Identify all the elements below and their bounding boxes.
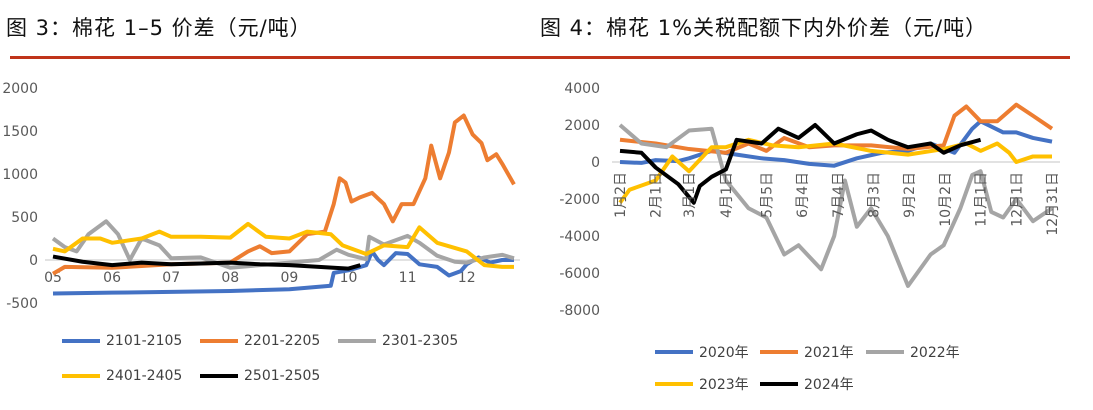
legend-item: 2020年 bbox=[655, 342, 749, 362]
series-line-2021年 bbox=[619, 102, 1054, 155]
series-line-2020年 bbox=[619, 119, 1053, 168]
y-tick-label: 2000 bbox=[2, 81, 38, 97]
legend-label: 2024年 bbox=[804, 377, 854, 393]
y-tick-label: 1500 bbox=[2, 124, 38, 140]
legend-swatch bbox=[760, 382, 798, 386]
legend-item: 2021年 bbox=[760, 342, 854, 362]
x-tick-label: 12 bbox=[458, 270, 476, 286]
legend-swatch bbox=[866, 350, 904, 354]
x-tick-label: 06 bbox=[103, 270, 121, 286]
legend-item: 2024年 bbox=[760, 374, 854, 394]
legend-swatch bbox=[338, 339, 376, 343]
x-tick-label: 10月2日 bbox=[938, 172, 954, 227]
x-tick-label: 07 bbox=[162, 270, 180, 286]
y-tick-label: -2000 bbox=[559, 192, 600, 208]
legend-label: 2401-2405 bbox=[106, 368, 183, 384]
legend-label: 2022年 bbox=[910, 345, 960, 361]
series-line-2501-2505 bbox=[52, 254, 361, 271]
legend-label: 2201-2205 bbox=[244, 333, 321, 349]
legend-item: 2201-2205 bbox=[200, 333, 320, 349]
legend-swatch bbox=[62, 374, 100, 378]
x-tick-label: 10 bbox=[340, 270, 358, 286]
legend-item: 2022年 bbox=[866, 342, 960, 362]
right-chart-title: 图 4：棉花 1%关税配额下内外价差（元/吨） bbox=[540, 16, 988, 40]
y-tick-label: -6000 bbox=[559, 266, 600, 282]
legend-label: 2501-2505 bbox=[244, 368, 321, 384]
x-tick-label: 11 bbox=[399, 270, 417, 286]
legend-item: 2101-2105 bbox=[62, 333, 182, 349]
y-tick-label: -500 bbox=[6, 296, 38, 312]
legend-item: 2301-2305 bbox=[338, 333, 458, 349]
legend-swatch bbox=[62, 339, 100, 343]
y-tick-label: 0 bbox=[591, 155, 600, 171]
x-tick-label: 08 bbox=[221, 270, 239, 286]
legend-item: 2501-2505 bbox=[200, 368, 320, 384]
x-tick-label: 7月4日 bbox=[831, 172, 847, 218]
legend-item: 2023年 bbox=[655, 374, 749, 394]
legend-swatch bbox=[760, 350, 798, 354]
legend-swatch bbox=[655, 350, 693, 354]
x-tick-label: 1月2日 bbox=[613, 172, 629, 218]
legend-label: 2101-2105 bbox=[106, 333, 183, 349]
x-tick-label: 12月31日 bbox=[1045, 172, 1061, 236]
x-tick-label: 3月1日 bbox=[682, 172, 698, 218]
legend-label: 2301-2305 bbox=[382, 333, 459, 349]
y-tick-label: -8000 bbox=[559, 303, 600, 319]
legend-swatch bbox=[200, 339, 238, 343]
x-tick-label: 2月1日 bbox=[649, 172, 665, 218]
legend-label: 2020年 bbox=[699, 345, 749, 361]
y-tick-label: 500 bbox=[11, 210, 38, 226]
legend-swatch bbox=[200, 374, 238, 378]
x-tick-label: 4月1日 bbox=[719, 172, 735, 218]
x-tick-label: 05 bbox=[44, 270, 62, 286]
legend-label: 2021年 bbox=[804, 345, 854, 361]
x-tick-label: 6月4日 bbox=[795, 172, 811, 218]
x-tick-label: 11月1日 bbox=[974, 172, 990, 227]
legend-item: 2401-2405 bbox=[62, 368, 182, 384]
left-chart-title: 图 3：棉花 1–5 价差（元/吨） bbox=[6, 16, 312, 40]
y-tick-label: -4000 bbox=[559, 229, 600, 245]
series-line-2024年 bbox=[619, 123, 982, 205]
x-tick-label: 9月2日 bbox=[902, 172, 918, 218]
series-line-2401-2405 bbox=[52, 221, 514, 269]
legend-label: 2023年 bbox=[699, 377, 749, 393]
x-tick-label: 5月5日 bbox=[759, 172, 775, 218]
series-line-2201-2205 bbox=[51, 113, 516, 276]
y-tick-label: 0 bbox=[29, 253, 38, 269]
series-line-2301-2305 bbox=[51, 219, 515, 270]
y-tick-label: 1000 bbox=[2, 167, 38, 183]
x-tick-label: 12月1日 bbox=[1009, 172, 1025, 227]
x-tick-label: 8月3日 bbox=[866, 172, 882, 218]
legend-swatch bbox=[655, 382, 693, 386]
y-tick-label: 2000 bbox=[564, 118, 600, 134]
x-tick-label: 09 bbox=[280, 270, 298, 286]
y-tick-label: 4000 bbox=[564, 81, 600, 97]
title-divider bbox=[10, 56, 1070, 59]
